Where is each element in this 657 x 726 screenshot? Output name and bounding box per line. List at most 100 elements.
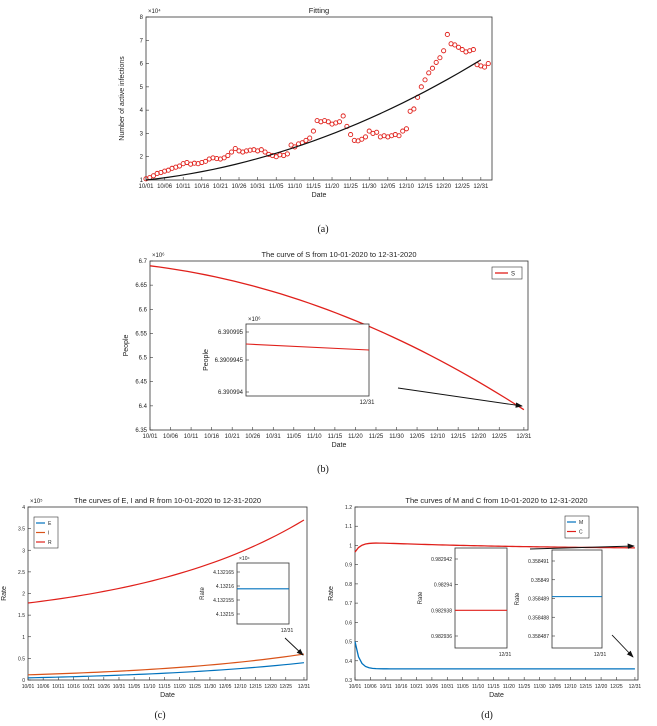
x-tick-label-a: 10/26 xyxy=(232,184,248,190)
inset-y-tick-label-d-m: 0.35849 xyxy=(531,578,549,584)
inset-x-tick-label-d-c: 12/31 xyxy=(499,652,512,658)
x-tick-label-b: 12/05 xyxy=(410,434,426,440)
x-tick-label-c: 12/05 xyxy=(219,684,232,690)
x-tick-label-b: 10/26 xyxy=(245,434,261,440)
x-tick-label-b: 10/21 xyxy=(225,434,241,440)
legend-box-d xyxy=(564,515,590,539)
x-axis-label-c: Date xyxy=(160,692,175,699)
inset-y-axis-label-b: People xyxy=(203,349,210,371)
inset-y-tick-label-d-m: 0.358489 xyxy=(528,597,549,603)
x-tick-label-d: 11/20 xyxy=(503,684,515,690)
observed-point xyxy=(340,113,346,119)
observed-point xyxy=(429,65,436,71)
y-tick-label-a: 5 xyxy=(140,85,144,91)
x-axis-label-a: Date xyxy=(312,192,327,199)
x-tick-label-a: 12/20 xyxy=(436,184,452,190)
inset-frame-c xyxy=(236,562,290,625)
observed-point xyxy=(303,137,309,143)
x-tick-label-a: 12/05 xyxy=(380,184,396,190)
s-curve-line xyxy=(149,265,525,411)
x-tick-label-a: 10/06 xyxy=(157,184,173,190)
y-tick-label-c: 2.5 xyxy=(18,570,25,576)
inset-x-tick-label-c: 12/31 xyxy=(281,628,294,634)
x-axis-label-b: Date xyxy=(332,442,347,449)
observed-point xyxy=(336,119,343,125)
observed-point xyxy=(441,48,447,54)
x-tick-label-d: 11/25 xyxy=(518,684,530,690)
x-tick-label-a: 10/21 xyxy=(213,184,229,190)
legend-label-i: I xyxy=(48,531,49,537)
inset-frame-d-c xyxy=(454,547,508,649)
y-tick-label-d: 0.5 xyxy=(345,640,352,646)
observed-point xyxy=(396,133,402,139)
x-tick-label-c: 10/26 xyxy=(98,684,111,690)
x-tick-label-d: 11/05 xyxy=(457,684,469,690)
observed-point xyxy=(374,129,380,135)
inset-y-tick-label-c: 4.13216 xyxy=(216,584,234,590)
y-tick-label-a: 3 xyxy=(140,131,144,137)
y-tick-label-d: 0.4 xyxy=(345,659,352,665)
x-tick-label-a: 11/10 xyxy=(288,184,303,190)
x-tick-label-c: 11/05 xyxy=(128,684,140,690)
y-tick-label-c: 3.5 xyxy=(18,527,25,533)
x-tick-label-d: 11/10 xyxy=(472,684,484,690)
y-tick-label-d: 0.7 xyxy=(345,601,352,607)
x-tick-label-a: 11/25 xyxy=(343,184,358,190)
observed-point xyxy=(403,126,409,132)
x-tick-label-b: 11/10 xyxy=(307,434,322,440)
x-tick-label-d: 12/10 xyxy=(564,684,577,690)
observed-point xyxy=(455,44,462,50)
x-tick-label-a: 12/15 xyxy=(418,184,434,190)
x-tick-label-d: 12/25 xyxy=(610,684,623,690)
x-tick-label-a: 10/01 xyxy=(138,184,154,190)
observed-point xyxy=(221,155,227,161)
x-tick-label-d: 12/31 xyxy=(629,684,642,690)
legend-label-m: M xyxy=(579,520,583,526)
chart-b: 10/01 10/06 10/11 10/16 10/21 10/26 10/31 11/05… xyxy=(123,250,532,449)
observed-point xyxy=(362,134,369,140)
fitted-curve-line xyxy=(145,59,482,181)
y-tick-label-c: 1.5 xyxy=(18,613,25,619)
inset-y-tick-label-c: 4.13215 xyxy=(216,612,234,618)
observed-point xyxy=(258,147,264,153)
series-line-m xyxy=(354,641,635,670)
observed-point xyxy=(444,31,450,38)
x-tick-label-c: 10/06 xyxy=(37,684,50,690)
y-tick-label-c: 1 xyxy=(22,635,25,641)
x-tick-label-c: 10/16 xyxy=(67,684,80,690)
observed-point xyxy=(400,128,406,134)
observed-point xyxy=(325,119,331,125)
x-tick-label-a: 12/25 xyxy=(455,184,471,190)
x-tick-label-a: 11/05 xyxy=(269,184,284,190)
observed-point xyxy=(284,151,290,157)
chart-title-d: The curves of M and C from 10-01-2020 to… xyxy=(405,496,587,505)
y-tick-label-d: 1 xyxy=(349,543,352,549)
caption-b: (b) xyxy=(317,464,329,475)
observed-point xyxy=(482,64,488,70)
x-tick-label-d: 12/05 xyxy=(549,684,562,690)
inset-y-tick-label-d-c: 0.982938 xyxy=(431,608,452,614)
x-tick-label-d: 12/15 xyxy=(579,684,592,690)
y-axis-label-b: People xyxy=(123,334,130,356)
y-tick-label-d: 0.9 xyxy=(345,563,352,569)
x-tick-label-c: 12/15 xyxy=(249,684,262,690)
y-tick-label-c: 3 xyxy=(22,548,25,554)
observed-point xyxy=(307,135,313,141)
y-tick-label-b: 6.35 xyxy=(135,428,147,434)
chart-title-a: Fitting xyxy=(309,6,329,15)
series-line-i xyxy=(27,653,305,676)
chart-title-b: The curve of S from 10-01-2020 to 12-31-… xyxy=(261,250,416,259)
x-tick-label-d: 12/20 xyxy=(595,684,608,690)
x-tick-label-c: 11/20 xyxy=(174,684,186,690)
x-tick-label-c: 12/25 xyxy=(280,684,293,690)
x-tick-label-c: 11/25 xyxy=(189,684,201,690)
x-tick-label-b: 11/05 xyxy=(287,434,302,440)
x-tick-label-b: 12/31 xyxy=(516,434,532,440)
y-axis-label-a: Number of active infections xyxy=(119,56,126,141)
caption-c: (c) xyxy=(154,710,165,721)
x-tick-label-c: 12/20 xyxy=(264,684,277,690)
inset-y-axis-label-d-c: Rate xyxy=(418,591,424,604)
y-tick-label-b: 6.6 xyxy=(139,307,148,313)
inset-frame-d-m xyxy=(551,549,603,649)
axis-exponent-c: ×10⁵ xyxy=(30,498,43,505)
